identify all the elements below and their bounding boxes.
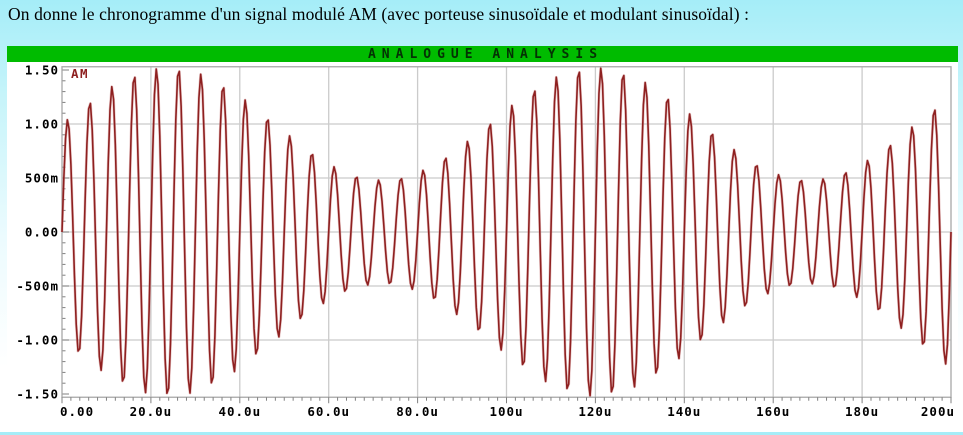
svg-text:140u: 140u <box>667 404 701 419</box>
trace-label: AM <box>71 66 89 81</box>
am-trace <box>60 66 953 398</box>
svg-text:40.0u: 40.0u <box>218 404 261 419</box>
svg-text:-1.50: -1.50 <box>16 387 59 402</box>
svg-text:120u: 120u <box>578 404 612 419</box>
svg-text:-1.00: -1.00 <box>16 333 59 348</box>
plot-grid <box>62 66 951 398</box>
axis-ticks <box>61 69 952 404</box>
x-axis-tick-labels: 0.00 20.0u 40.0u 60.0u 80.0u 100u 120u 140u 160u… <box>60 404 955 419</box>
window-title-bar: ANALOGUE ANALYSIS <box>7 46 958 62</box>
svg-text:0.00: 0.00 <box>60 404 94 419</box>
svg-text:-500m: -500m <box>16 279 59 294</box>
svg-text:1.00: 1.00 <box>25 117 59 132</box>
trace-legend: AM <box>71 66 89 81</box>
svg-text:500m: 500m <box>25 171 59 186</box>
window-title: ANALOGUE ANALYSIS <box>367 46 604 62</box>
svg-text:60.0u: 60.0u <box>307 404 350 419</box>
svg-text:0.00: 0.00 <box>25 225 59 240</box>
svg-text:180u: 180u <box>845 404 879 419</box>
analogue-analysis-window: ANALOGUE ANALYSIS 1.50 1.00 500m 0.00 -500m -… <box>7 46 958 430</box>
svg-text:160u: 160u <box>756 404 790 419</box>
svg-text:20.0u: 20.0u <box>130 404 173 419</box>
y-axis-tick-labels: 1.50 1.00 500m 0.00 -500m -1.00 -1.50 <box>16 63 59 402</box>
svg-text:1.50: 1.50 <box>25 63 59 78</box>
svg-text:80.0u: 80.0u <box>396 404 439 419</box>
question-text: On donne le chronogramme d'un signal mod… <box>8 4 750 24</box>
svg-text:100u: 100u <box>489 404 523 419</box>
svg-text:200u: 200u <box>921 404 955 419</box>
